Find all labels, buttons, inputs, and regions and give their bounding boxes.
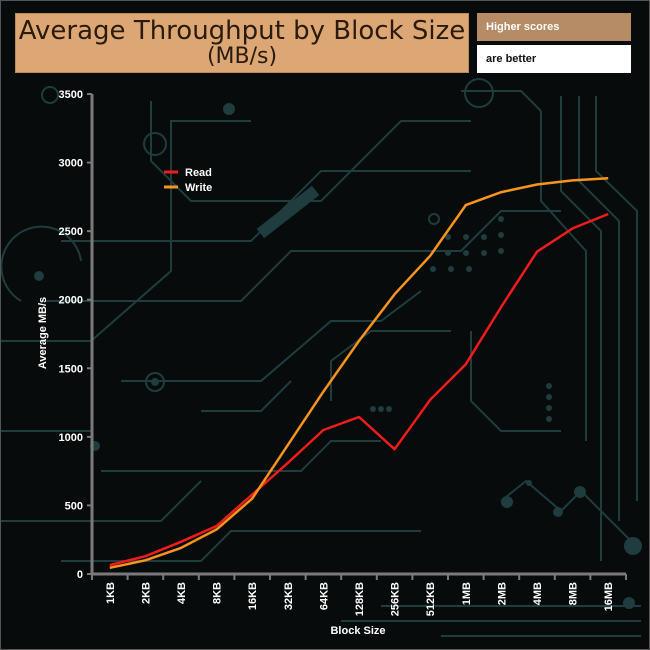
- legend-read-label: Read: [185, 167, 212, 179]
- legend-write-label: Write: [185, 182, 212, 194]
- x-tick-label: 4MB: [532, 582, 544, 605]
- x-tick-label: 256KB: [390, 582, 402, 616]
- x-tick-label: 2KB: [140, 582, 152, 604]
- legend: Read Write: [164, 167, 212, 194]
- higher-scores-note: Higher scores: [477, 13, 631, 41]
- are-better-note: are better: [477, 45, 631, 73]
- y-tick-label: 1000: [59, 432, 83, 444]
- x-tick-label: 4KB: [176, 582, 188, 604]
- series-line-read: [109, 212, 609, 567]
- x-tick-label: 8KB: [212, 582, 224, 604]
- x-tick-label: 1MB: [461, 582, 473, 605]
- x-tick-label: 2MB: [496, 582, 508, 605]
- y-tick-label: 2500: [59, 226, 83, 238]
- x-tick-label: 512KB: [425, 582, 437, 616]
- series-lines: [109, 177, 609, 570]
- y-tick-label: 3000: [59, 158, 83, 170]
- y-tick-label: 3500: [59, 89, 83, 101]
- axes: 0 500 1000 1500 2000 2500 3000 3500 1KB 2KB 4KB 8KB…: [59, 89, 627, 616]
- x-axis-title: Block Size: [330, 625, 385, 637]
- x-tick-label: 8MB: [568, 582, 580, 605]
- y-tick-label: 1500: [59, 363, 83, 375]
- y-axis-title: Average MB/s: [37, 297, 49, 369]
- x-tick-label: 16KB: [247, 582, 259, 610]
- chart-subtitle: (MB/s): [206, 44, 278, 69]
- x-tick-label: 64KB: [318, 582, 330, 610]
- x-tick-label: 32KB: [283, 582, 295, 610]
- x-tick-label: 1KB: [105, 582, 117, 604]
- chart-title: Average Throughput by Block Size: [18, 16, 466, 46]
- chart-title-box: Average Throughput by Block Size (MB/s): [15, 13, 469, 73]
- series-line-write: [109, 177, 609, 570]
- y-tick-label: 0: [77, 569, 83, 581]
- x-tick-label: 128KB: [354, 582, 366, 616]
- y-tick-label: 500: [65, 500, 83, 512]
- x-tick-label: 16MB: [603, 582, 615, 611]
- y-tick-label: 2000: [59, 295, 83, 307]
